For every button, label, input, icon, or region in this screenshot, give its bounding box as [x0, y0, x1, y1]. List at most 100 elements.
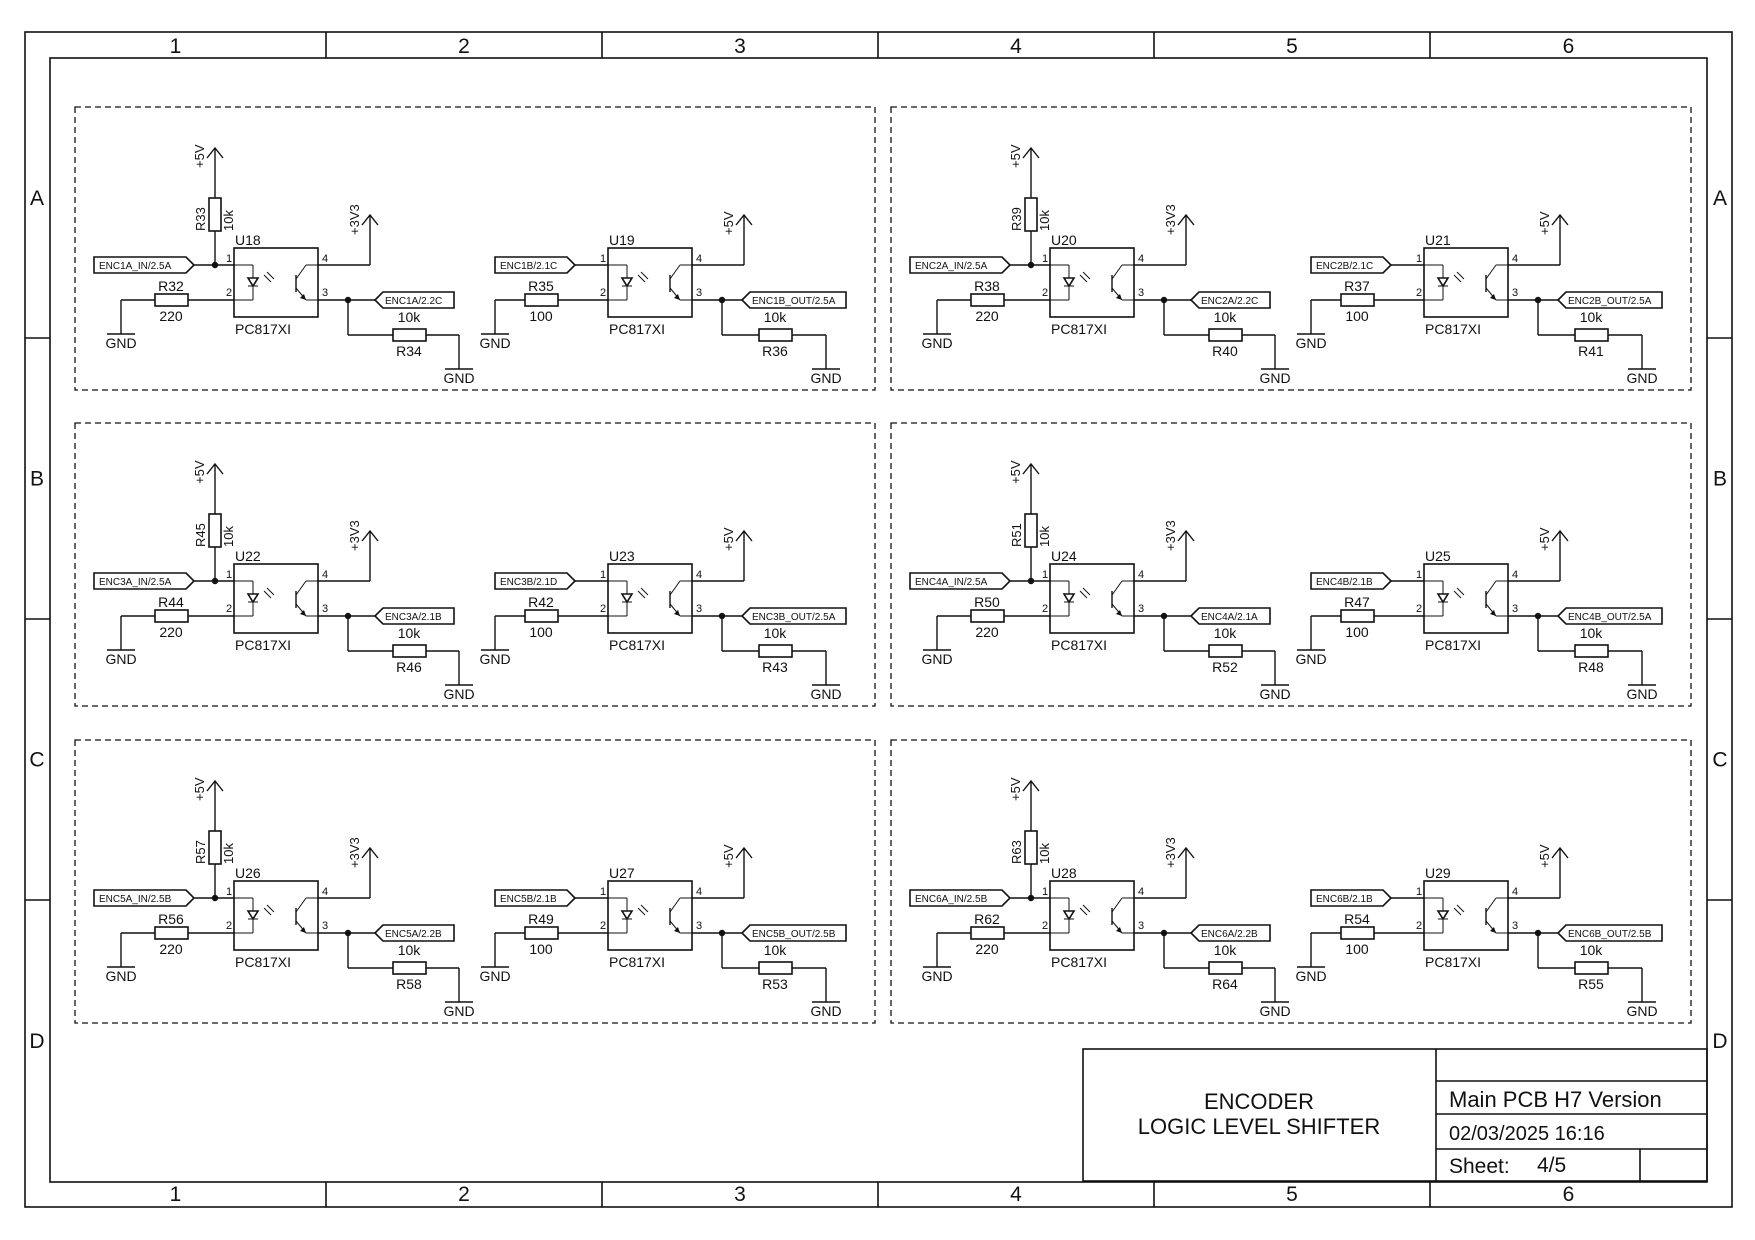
light-arrow — [266, 904, 275, 913]
ground-label: GND — [810, 686, 841, 702]
pin-2: 2 — [1042, 287, 1048, 299]
light-arrow — [1082, 587, 1091, 596]
resistor-ref: R56 — [158, 911, 184, 927]
led-icon — [620, 277, 634, 288]
resistor-body — [524, 609, 559, 623]
encoder-block-6: +5V R63 10k ENC6A_IN/2.5B R62 220 GND U28 PC817X… — [890, 739, 1692, 1024]
resistor-value: 10k — [1037, 843, 1052, 864]
resistor-ref: R43 — [762, 659, 788, 675]
column-label-bottom: 2 — [458, 1183, 470, 1206]
resistor-value: 100 — [529, 308, 553, 324]
block-boundary — [74, 422, 876, 707]
resistor-body — [970, 609, 1005, 623]
column-label-top: 5 — [1286, 35, 1298, 58]
resistor-body — [970, 926, 1005, 940]
resistor-body — [758, 961, 793, 975]
net-label-input — [494, 256, 577, 274]
resistor-value: 10k — [221, 843, 236, 864]
pin-2: 2 — [600, 603, 606, 615]
resistor-body — [1208, 328, 1243, 342]
light-arrow — [1082, 271, 1091, 280]
pin-3: 3 — [1138, 920, 1144, 932]
optocoupler-body — [607, 880, 693, 951]
pin-4: 4 — [1138, 253, 1144, 265]
resistor-body — [524, 293, 559, 307]
resistor-value: 100 — [1345, 308, 1369, 324]
resistor-value: 10k — [764, 625, 788, 641]
net-label-input-text: ENC5A_IN/2.5B — [99, 894, 172, 905]
transistor-collector — [295, 264, 307, 280]
row-label-left: D — [29, 1030, 44, 1053]
column-label-top: 1 — [170, 35, 182, 58]
title-block: ENCODER LOGIC LEVEL SHIFTER Main PCB H7 … — [1082, 1048, 1708, 1182]
optocoupler-body — [1423, 247, 1509, 318]
led-icon — [1436, 910, 1450, 921]
pin-1: 1 — [1416, 886, 1422, 898]
supply-label: +5V — [192, 777, 207, 801]
optocoupler-part: PC817XI — [235, 954, 291, 970]
column-label-top: 3 — [734, 35, 746, 58]
emitter-arrow — [1116, 294, 1122, 300]
pin-3: 3 — [1512, 287, 1518, 299]
led-icon — [620, 593, 634, 604]
sheet-number: 4/5 — [1537, 1154, 1566, 1177]
emitter-arrow — [1490, 294, 1496, 300]
pin-4: 4 — [696, 886, 702, 898]
column-label-bottom: 6 — [1563, 1183, 1575, 1206]
supply-arrow — [1022, 146, 1040, 159]
resistor-ref: R47 — [1344, 594, 1370, 610]
resistor-body — [1024, 830, 1038, 865]
resistor-value: 10k — [1214, 942, 1238, 958]
resistor-body — [392, 644, 427, 658]
pin-1: 1 — [1042, 253, 1048, 265]
resistor-value: 10k — [221, 526, 236, 547]
block-boundary — [890, 422, 1692, 707]
net-label-output — [740, 607, 847, 625]
pin-1: 1 — [1042, 569, 1048, 581]
junction-dot — [1027, 577, 1035, 585]
light-arrow — [1456, 587, 1465, 596]
title-line-2: LOGIC LEVEL SHIFTER — [1138, 1114, 1380, 1139]
net-label-input-text: ENC3B/2.1D — [500, 577, 557, 588]
row-label-right: B — [1713, 468, 1727, 491]
supply-arrow — [206, 462, 224, 475]
supply-arrow — [1022, 779, 1040, 792]
pin-4: 4 — [1512, 886, 1518, 898]
ground-label: GND — [105, 335, 136, 351]
encoder-block-5: +5V R57 10k ENC5A_IN/2.5B R56 220 GND U26 PC817X… — [74, 739, 876, 1024]
net-label-output — [740, 924, 847, 942]
optocoupler-ref: U19 — [609, 232, 635, 248]
resistor-ref: R39 — [1009, 207, 1024, 231]
optocoupler-body — [1049, 563, 1135, 634]
optocoupler-ref: U22 — [235, 548, 261, 564]
optocoupler-ref: U27 — [609, 865, 635, 881]
ground-label: GND — [443, 686, 474, 702]
resistor-value: 10k — [1580, 625, 1604, 641]
supply-label: +3V3 — [1163, 204, 1178, 235]
pin-4: 4 — [322, 569, 328, 581]
optocoupler-part: PC817XI — [1051, 637, 1107, 653]
light-arrow — [1082, 904, 1091, 913]
emitter-arrow — [1490, 610, 1496, 616]
net-label-output — [373, 924, 455, 942]
supply-arrow — [735, 213, 753, 226]
pin-1: 1 — [1416, 569, 1422, 581]
resistor-value: 10k — [221, 210, 236, 231]
column-label-top: 6 — [1563, 35, 1575, 58]
pin-1: 1 — [1042, 886, 1048, 898]
resistor-ref: R52 — [1212, 659, 1238, 675]
junction-dot — [211, 577, 219, 585]
resistor-ref: R64 — [1212, 976, 1238, 992]
net-label-output-text: ENC4B_OUT/2.5A — [1568, 612, 1652, 623]
ground-label: GND — [479, 651, 510, 667]
pin-4: 4 — [1138, 886, 1144, 898]
supply-arrow — [206, 146, 224, 159]
date-time: 02/03/2025 16:16 — [1449, 1123, 1605, 1145]
net-label-input — [93, 889, 196, 907]
net-label-input — [1310, 572, 1393, 590]
net-label-input — [93, 256, 196, 274]
sheet-label: Sheet: — [1449, 1155, 1510, 1178]
led-icon — [1062, 277, 1076, 288]
optocoupler-part: PC817XI — [1425, 954, 1481, 970]
pin-1: 1 — [226, 569, 232, 581]
